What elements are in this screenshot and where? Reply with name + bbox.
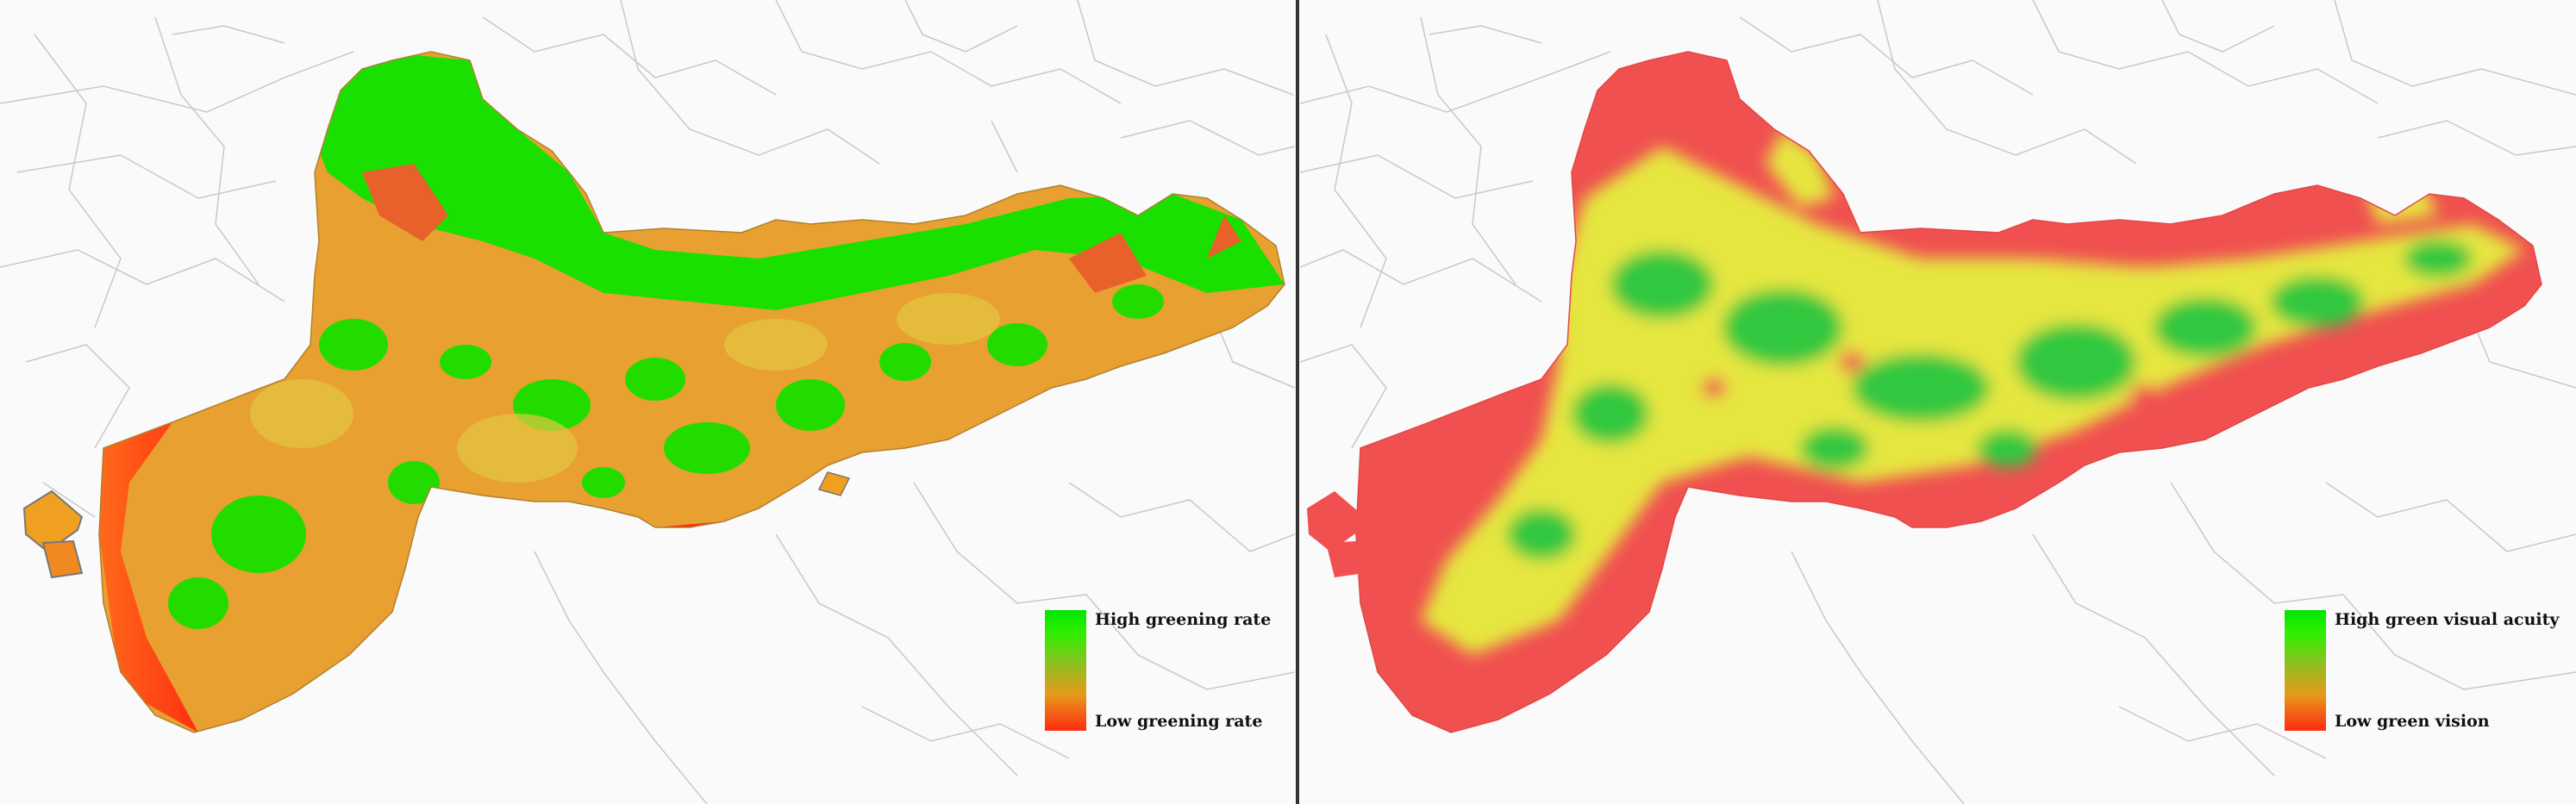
legend-low-label: Low green vision	[2335, 712, 2490, 731]
greening-rate-map-panel: High greening rate Low greening rate	[0, 0, 1295, 804]
green-vision-map-panel: High green visual acuity Low green visio…	[1300, 0, 2576, 804]
green-vision-legend: High green visual acuity Low green visio…	[2285, 610, 2559, 731]
green-vision-map	[1300, 0, 2576, 804]
islands	[1307, 491, 1365, 577]
panel-divider	[1296, 0, 1299, 804]
legend-high-label: High green visual acuity	[2335, 610, 2560, 629]
greening-rate-legend: High greening rate Low greening rate	[1045, 610, 1271, 731]
boundary-lines	[1300, 0, 2576, 804]
boundary-lines	[0, 0, 1295, 804]
legend-high-label: High greening rate	[1095, 610, 1272, 629]
legend-low-label: Low greening rate	[1095, 712, 1263, 731]
islands	[22, 471, 851, 579]
legend-color-bar	[1045, 610, 1086, 731]
legend-color-bar	[2285, 610, 2326, 731]
greening-rate-map	[0, 0, 1295, 804]
